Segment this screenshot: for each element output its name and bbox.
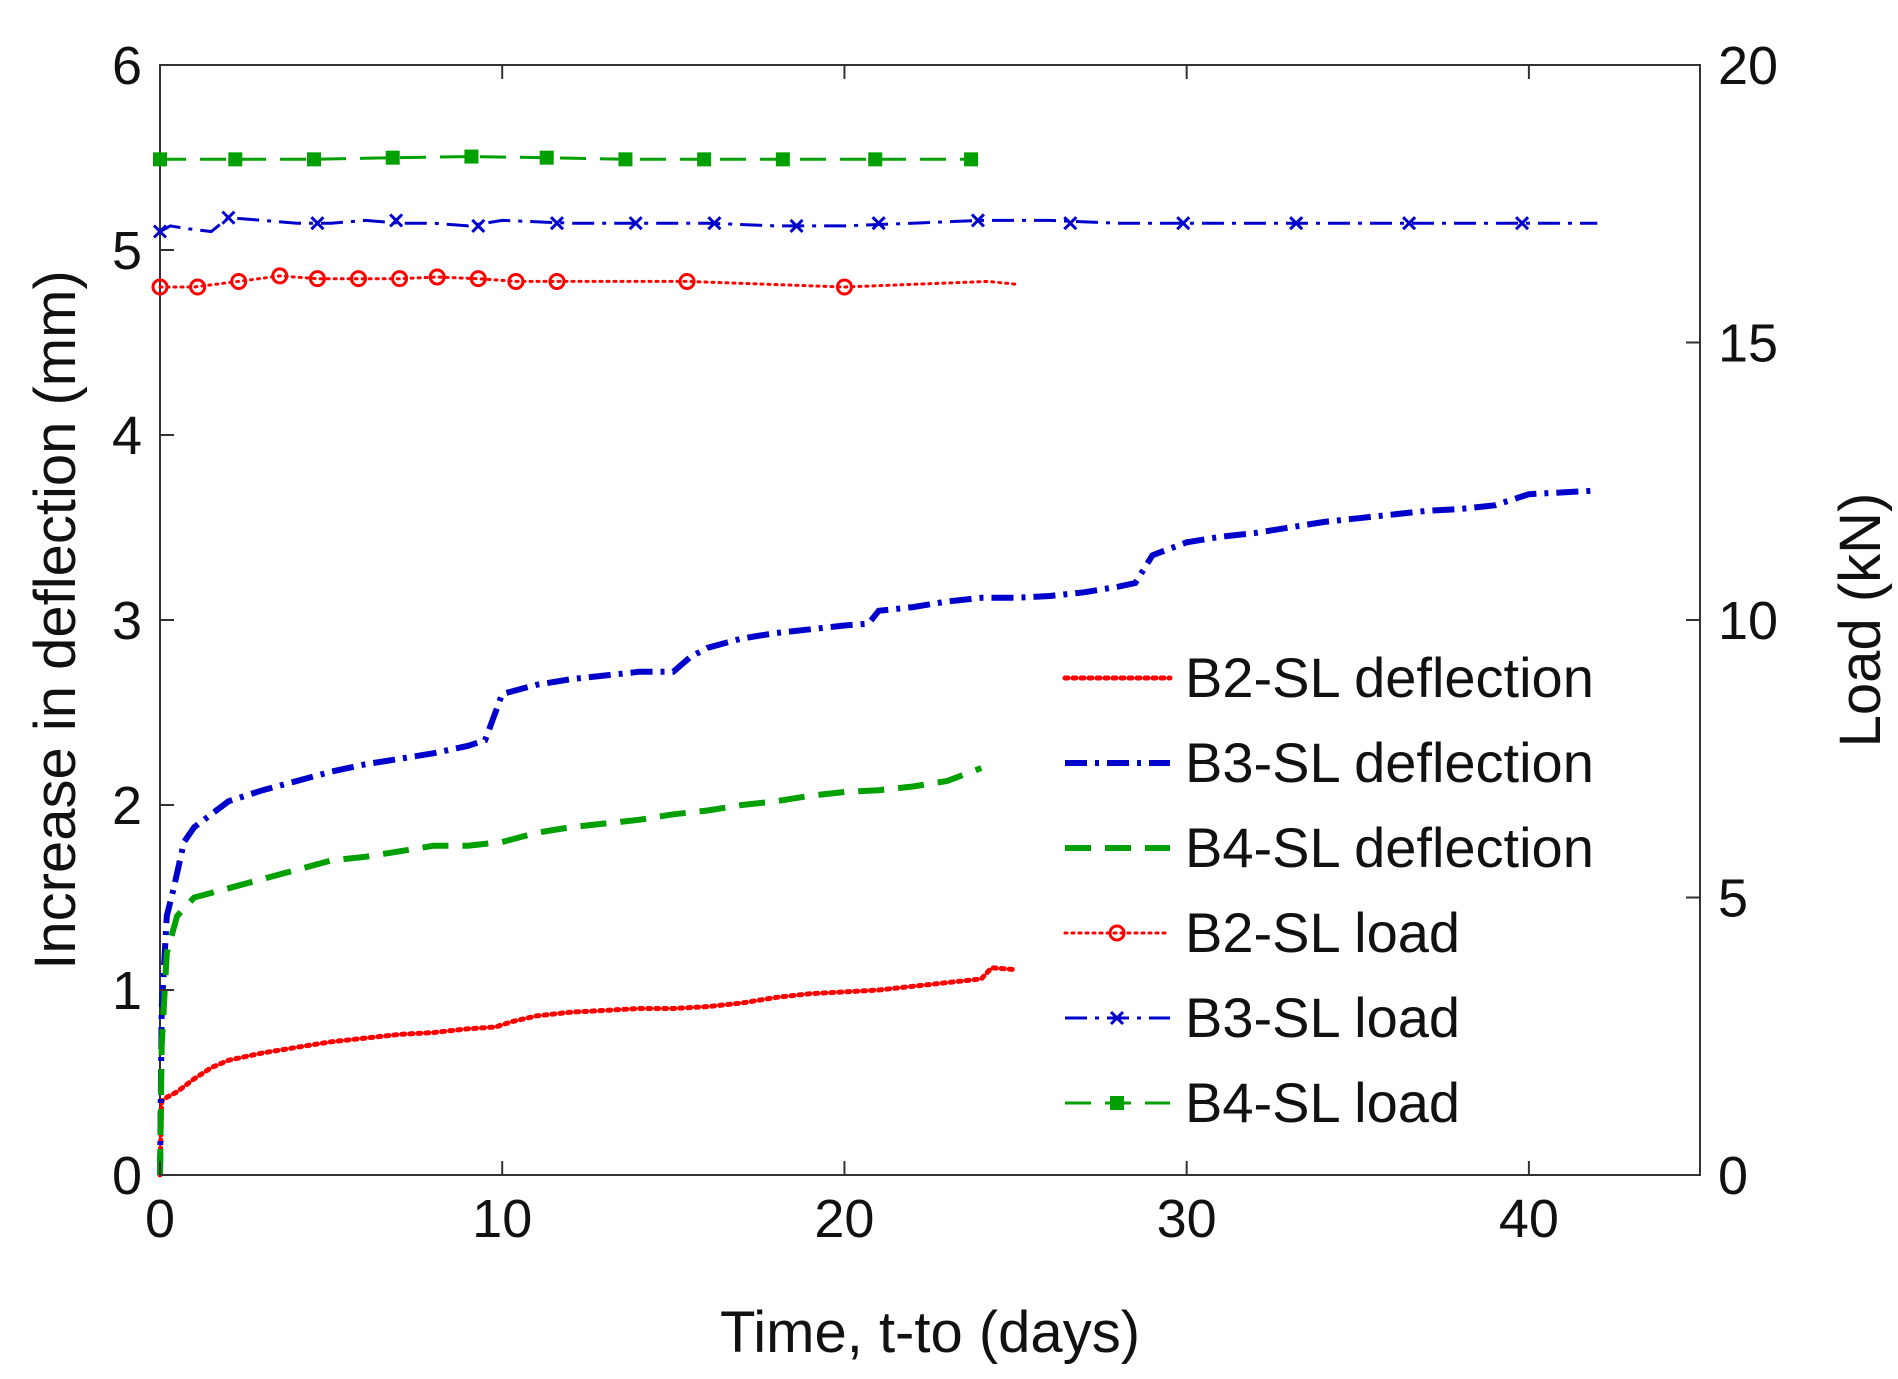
series-line-0	[157, 965, 1019, 1178]
y-tick-label: 6	[112, 36, 142, 96]
series-layer	[151, 149, 1598, 1178]
data-point	[1514, 216, 1530, 231]
data-point	[230, 272, 248, 290]
data-point	[964, 152, 979, 167]
legend-marker	[1110, 1096, 1124, 1110]
y2-tick-label: 15	[1718, 314, 1778, 374]
data-point	[628, 216, 643, 231]
data-point	[549, 216, 565, 231]
data-point	[307, 152, 321, 167]
data-point	[871, 216, 886, 231]
series-line-5	[160, 155, 972, 161]
y2-tick-label: 10	[1718, 591, 1778, 651]
data-point	[385, 150, 400, 165]
y-tick-label: 3	[112, 591, 142, 651]
data-point	[618, 152, 633, 167]
data-point	[228, 152, 243, 167]
data-point	[707, 216, 722, 231]
data-point	[471, 218, 486, 234]
x-tick-label: 30	[1157, 1189, 1217, 1249]
y-tick-label: 1	[112, 961, 142, 1021]
data-point	[697, 152, 712, 167]
x-tick-label: 20	[814, 1189, 874, 1249]
data-point	[308, 270, 326, 288]
series-line-2	[157, 765, 983, 1176]
legend-entry-b2-load: B2-SL load	[1063, 901, 1460, 964]
y-tick-label: 2	[112, 776, 142, 836]
y2-tick-label: 5	[1718, 869, 1748, 929]
legend-label-b2-deflection: B2-SL deflection	[1185, 646, 1594, 709]
data-point	[221, 210, 236, 225]
legend-entry-b3-deflection: B3-SL deflection	[1065, 731, 1594, 794]
y-axis-title: Increase in deflection (mm)	[23, 270, 88, 969]
series-0	[157, 965, 1019, 1178]
data-point	[868, 152, 883, 167]
legend: B2-SL deflection B3-SL deflection B4-SL …	[1062, 646, 1594, 1134]
x-axis-title: Time, t-to (days)	[720, 1300, 1140, 1365]
y2-tick-label: 20	[1718, 36, 1778, 96]
data-point	[271, 267, 289, 285]
x-tick-label: 0	[145, 1189, 175, 1249]
series-line-4	[159, 216, 1598, 234]
legend-entry-b4-deflection: B4-SL deflection	[1065, 816, 1594, 879]
data-point	[789, 218, 804, 234]
data-point	[391, 270, 409, 288]
data-point	[1289, 216, 1304, 231]
data-point	[349, 270, 367, 288]
data-point	[775, 152, 790, 167]
data-point	[1063, 216, 1078, 231]
legend-entry-b3-load: B3-SL load	[1065, 986, 1460, 1049]
data-point	[389, 213, 404, 228]
series-5	[153, 149, 979, 167]
data-point	[678, 272, 696, 290]
series-3	[151, 267, 1018, 296]
series-line-3	[158, 274, 1018, 289]
legend-entry-b4-load: B4-SL load	[1065, 1071, 1460, 1134]
data-point	[507, 272, 525, 290]
legend-label-b3-deflection: B3-SL deflection	[1185, 731, 1594, 794]
legend-marker	[1109, 1010, 1125, 1026]
data-point	[548, 272, 566, 290]
data-point	[310, 216, 325, 231]
data-point	[189, 278, 207, 296]
data-point	[151, 278, 169, 296]
data-point	[469, 270, 487, 288]
data-point	[970, 213, 985, 228]
legend-marker	[1108, 924, 1126, 942]
x-tick-label: 40	[1499, 1189, 1559, 1249]
legend-label-b4-load: B4-SL load	[1185, 1071, 1460, 1134]
y2-axis-title: Load (kN)	[1828, 493, 1893, 748]
data-point	[428, 268, 446, 286]
legend-label-b2-load: B2-SL load	[1185, 901, 1460, 964]
legend-label-b4-deflection: B4-SL deflection	[1185, 816, 1594, 879]
data-point	[152, 224, 168, 239]
y2-tick-label: 0	[1718, 1146, 1748, 1206]
series-1	[157, 487, 1598, 1176]
data-point	[1402, 216, 1417, 231]
data-point	[1176, 216, 1191, 231]
data-point	[464, 149, 479, 164]
tick-layer: 0 10 20 30 40 0 1 2 3 4 5 6 0 5 10 15 20	[112, 36, 1778, 1249]
legend-swatch-b2-load	[1063, 924, 1172, 942]
x-tick-label: 10	[472, 1189, 532, 1249]
series-line-1	[157, 487, 1598, 1176]
legend-swatch-b3-load	[1065, 1010, 1170, 1026]
legend-entry-b2-deflection: B2-SL deflection	[1062, 646, 1594, 709]
legend-swatch-b4-load	[1065, 1096, 1170, 1110]
data-point	[835, 278, 853, 296]
data-point	[153, 152, 167, 167]
plot-area	[159, 64, 1701, 1176]
y-tick-label: 0	[112, 1146, 142, 1206]
series-4	[152, 210, 1598, 239]
y-tick-label: 4	[112, 406, 142, 466]
data-point	[539, 150, 554, 165]
series-2	[157, 765, 983, 1176]
legend-label-b3-load: B3-SL load	[1185, 986, 1460, 1049]
y-tick-label: 5	[112, 221, 142, 281]
